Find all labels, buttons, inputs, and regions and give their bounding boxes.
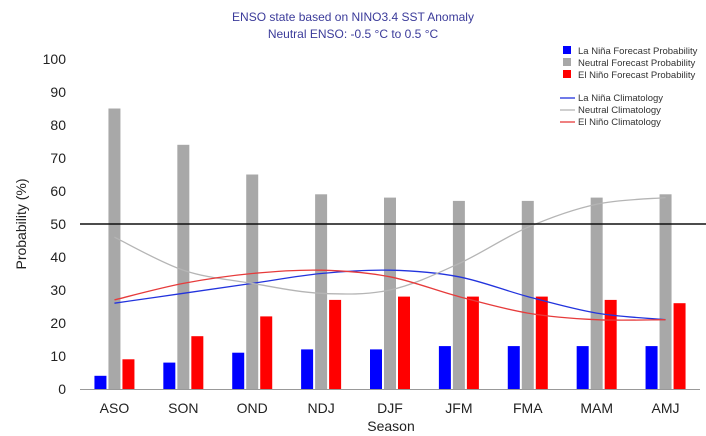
x-tick-label: JFM xyxy=(445,400,472,416)
y-tick-label: 0 xyxy=(58,381,66,397)
bar-neutral xyxy=(315,194,328,389)
bar-elnino xyxy=(398,296,410,389)
x-tick-label: SON xyxy=(168,400,198,416)
legend-swatch xyxy=(563,58,571,66)
y-axis-label: Probability (%) xyxy=(13,178,29,269)
y-tick-label: 90 xyxy=(50,84,66,100)
bar-lanina xyxy=(163,362,176,389)
climatology-lines-layer xyxy=(114,196,666,321)
y-tick-label: 20 xyxy=(50,315,66,331)
line-neutral-climatology xyxy=(114,196,666,295)
bar-lanina xyxy=(301,349,314,389)
y-tick-label: 10 xyxy=(50,348,66,364)
y-axis-ticks: 0 10 20 30 40 50 60 70 80 90 100 xyxy=(43,51,67,397)
legend-label: El Niño Climatology xyxy=(578,117,661,128)
x-tick-label: ASO xyxy=(100,400,130,416)
y-tick-label: 30 xyxy=(50,282,66,298)
bars-layer xyxy=(94,108,686,389)
bar-elnino xyxy=(329,299,342,389)
x-tick-label: OND xyxy=(237,400,268,416)
line-lanina-climatology xyxy=(114,269,666,321)
bar-neutral xyxy=(659,194,672,389)
y-tick-label: 50 xyxy=(50,216,66,232)
bar-elnino xyxy=(535,296,548,389)
bar-elnino xyxy=(122,359,135,389)
legend-label: La Niña Forecast Probability xyxy=(578,46,698,57)
legend-swatch xyxy=(563,46,571,54)
chart-subtitle: Neutral ENSO: -0.5 °C to 0.5 °C xyxy=(268,27,439,41)
x-tick-label: MAM xyxy=(580,400,613,416)
bar-neutral xyxy=(108,108,121,389)
y-tick-label: 40 xyxy=(50,249,66,265)
bar-neutral xyxy=(521,200,534,389)
bar-lanina xyxy=(370,349,382,389)
y-tick-label: 80 xyxy=(50,117,66,133)
bar-neutral xyxy=(452,200,465,389)
x-tick-label: NDJ xyxy=(307,400,334,416)
y-tick-label: 100 xyxy=(43,51,67,67)
bar-neutral xyxy=(384,197,396,389)
bar-neutral xyxy=(246,174,259,389)
bar-lanina xyxy=(507,346,520,389)
bar-elnino xyxy=(604,299,617,389)
bar-lanina xyxy=(576,346,589,389)
x-axis-ticks: ASO SON OND NDJ DJF JFM FMA MAM AMJ xyxy=(100,400,680,416)
x-tick-label: DJF xyxy=(377,400,403,416)
bar-elnino xyxy=(191,336,204,389)
bar-elnino xyxy=(673,303,686,389)
x-tick-label: FMA xyxy=(513,400,543,416)
y-tick-label: 70 xyxy=(50,150,66,166)
bar-elnino xyxy=(466,296,479,389)
bar-lanina xyxy=(438,346,451,389)
x-axis-label: Season xyxy=(367,418,414,434)
legend-label: La Niña Climatology xyxy=(578,93,663,104)
y-tick-label: 60 xyxy=(50,183,66,199)
bar-neutral xyxy=(177,144,190,389)
x-tick-label: AMJ xyxy=(652,400,680,416)
chart-title: ENSO state based on NINO3.4 SST Anomaly xyxy=(232,10,474,24)
legend-label: Neutral Forecast Probability xyxy=(578,58,695,69)
bar-lanina xyxy=(94,375,107,389)
bar-lanina xyxy=(232,352,245,389)
bar-neutral xyxy=(590,197,603,389)
legend-label: El Niño Forecast Probability xyxy=(578,70,695,81)
legend-swatch xyxy=(563,70,571,78)
bar-lanina xyxy=(645,346,658,389)
legend-label: Neutral Climatology xyxy=(578,105,661,116)
line-elnino-climatology xyxy=(114,269,666,321)
bar-elnino xyxy=(260,316,273,389)
